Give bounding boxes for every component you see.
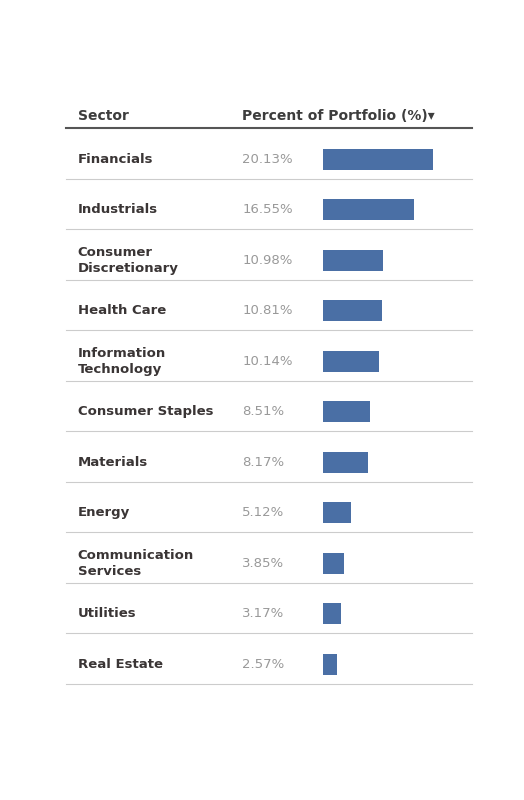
Bar: [323, 301, 382, 322]
Text: 3.85%: 3.85%: [242, 557, 285, 570]
Text: Discretionary: Discretionary: [78, 262, 179, 275]
Bar: [323, 250, 383, 271]
Bar: [323, 402, 370, 422]
Text: 10.98%: 10.98%: [242, 254, 292, 267]
Bar: [323, 452, 368, 473]
Text: Health Care: Health Care: [78, 304, 166, 318]
Bar: [323, 199, 413, 220]
Text: 5.12%: 5.12%: [242, 506, 285, 519]
Bar: [323, 502, 351, 523]
Bar: [323, 603, 341, 625]
Text: 16.55%: 16.55%: [242, 203, 293, 216]
Bar: [323, 351, 379, 372]
Text: 10.14%: 10.14%: [242, 355, 292, 368]
Text: Materials: Materials: [78, 456, 148, 469]
Text: 10.81%: 10.81%: [242, 304, 292, 318]
Bar: [323, 149, 433, 170]
Text: Financials: Financials: [78, 153, 153, 166]
Text: Percent of Portfolio (%)▾: Percent of Portfolio (%)▾: [242, 109, 435, 122]
Text: Consumer: Consumer: [78, 246, 152, 259]
Text: 8.17%: 8.17%: [242, 456, 285, 469]
Text: Utilities: Utilities: [78, 607, 136, 621]
Text: Services: Services: [78, 565, 141, 578]
Text: Consumer Staples: Consumer Staples: [78, 406, 213, 418]
Text: Technology: Technology: [78, 363, 162, 376]
Text: 2.57%: 2.57%: [242, 658, 285, 671]
Text: Real Estate: Real Estate: [78, 658, 162, 671]
Text: Industrials: Industrials: [78, 203, 158, 216]
Bar: [323, 553, 344, 574]
Text: Energy: Energy: [78, 506, 130, 519]
Text: Information: Information: [78, 347, 166, 360]
Bar: [323, 654, 337, 675]
Text: Communication: Communication: [78, 549, 194, 562]
Text: 3.17%: 3.17%: [242, 607, 285, 621]
Text: 8.51%: 8.51%: [242, 406, 285, 418]
Text: Sector: Sector: [78, 109, 128, 122]
Text: 20.13%: 20.13%: [242, 153, 293, 166]
